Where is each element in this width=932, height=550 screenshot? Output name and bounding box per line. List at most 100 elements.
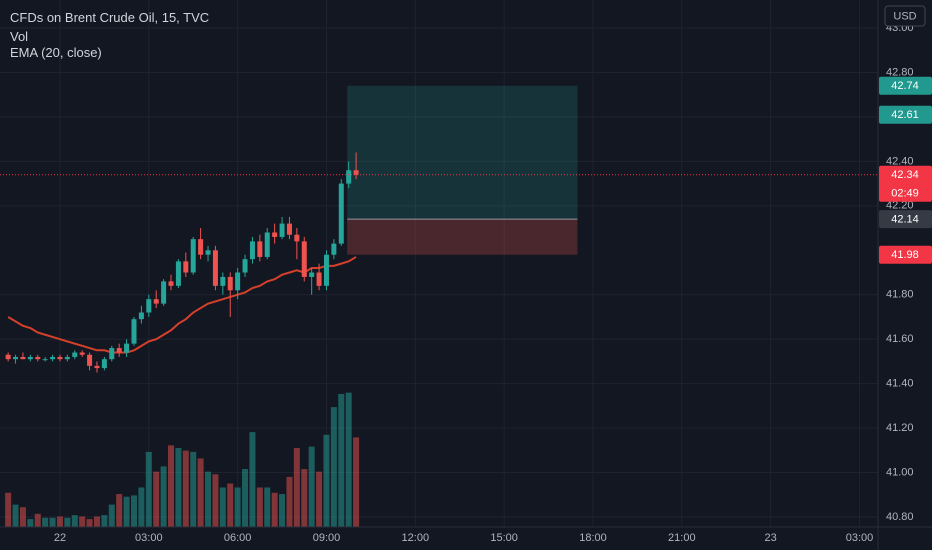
candle-body [94,365,100,369]
volume-bar [205,471,212,527]
position-profit [347,85,578,220]
legend-ema: EMA (20, close) [10,45,102,60]
volume-bar [345,392,352,527]
price-marker-bg [879,245,932,264]
position-loss [347,219,578,255]
volume-bar [182,450,189,527]
volume-bar [71,515,78,527]
price-marker-label: 42.61 [891,109,919,121]
volume-bar [234,487,241,527]
price-marker-bg [879,105,932,124]
candle-body [338,183,344,244]
volume-bar [153,471,160,527]
candle-body [323,254,329,286]
y-tick-label: 41.80 [886,289,914,301]
legend-volume: Vol [10,29,28,44]
candle-body [87,354,93,366]
axes: 43.0042.8042.6042.4042.2041.8041.6041.40… [54,22,932,544]
candle-body [220,276,226,286]
y-tick-label: 42.20 [886,200,914,212]
volume-bar [264,487,271,527]
candle-body [153,299,159,304]
candle-body [198,239,204,255]
volume-bar [123,496,130,527]
candle-body [101,359,107,369]
candle-body [316,272,322,286]
y-tick-label: 42.40 [886,155,914,167]
volume-bar [160,466,167,527]
price-marker: 41.98 [879,245,932,264]
candle-body [353,170,359,175]
volume-bar [330,407,337,527]
volume-bar [108,504,115,527]
candle-body [331,243,337,255]
volume-bar [56,516,63,527]
legend-title: CFDs on Brent Crude Oil, 15, TVC [10,10,209,25]
candle-body [57,356,63,360]
volume-bar [219,487,226,527]
volume-bar [271,492,278,527]
currency-button[interactable] [884,5,926,27]
price-marker-label: 42.14 [891,214,919,226]
candle-body [72,352,78,357]
volume-bar [323,434,330,527]
x-tick-label: 21:00 [668,532,696,544]
volume-bar [212,474,219,527]
price-marker: 42.74 [879,76,932,95]
y-tick-label: 41.00 [886,466,914,478]
volume-bar [64,517,71,527]
volume-bar [197,458,204,527]
candle-body [242,259,248,273]
volume-bar [138,487,145,527]
volume-bar [49,517,56,527]
volume-bar [145,451,152,527]
x-tick-label: 09:00 [313,532,341,544]
price-marker: 42.61 [879,105,932,124]
countdown: 02:49 [891,188,919,200]
volume-bar [308,446,315,527]
x-tick-label: 23 [765,532,777,544]
candle-body [168,281,174,286]
ema-line [7,256,357,354]
price-marker-bg [879,210,932,229]
candle-body [190,239,196,273]
candle-body [13,356,19,360]
candle-body [50,356,56,360]
currency: USD [893,10,916,22]
candle-body [20,356,26,360]
candle-body [205,250,211,255]
candle-body [212,250,218,286]
price-marker: 42.14 [879,210,932,229]
volume-bar [116,494,123,527]
volume-bar [130,495,137,527]
volume-bar [227,483,234,527]
candle-body [146,299,152,313]
x-tick-label: 12:00 [402,532,430,544]
candle-body [109,348,115,360]
volume-bar [353,437,360,527]
candle-body [161,281,167,304]
candle-body [124,343,130,353]
candle-body [279,223,285,237]
candle-body [272,232,278,237]
volume-bar [293,447,300,527]
y-tick-label: 40.80 [886,511,914,523]
y-tick-label: 41.60 [886,333,914,345]
price-marker-label: 41.98 [891,249,919,261]
volume-bar [12,504,19,527]
candle-body [235,272,241,291]
candle-body [183,261,189,273]
candle-body [301,241,307,277]
volume-bar [5,492,12,527]
x-tick-label: 15:00 [490,532,518,544]
volume-bar [249,432,256,527]
price-marker: 42.34 02:49 [879,165,932,202]
plot-area [0,0,878,527]
price-marker-bg [879,165,932,202]
volume-bar [175,447,182,527]
price-marker-label: 42.74 [891,80,919,92]
x-tick-label: 06:00 [224,532,252,544]
candle-body [35,356,41,360]
volume-bar [286,476,293,527]
